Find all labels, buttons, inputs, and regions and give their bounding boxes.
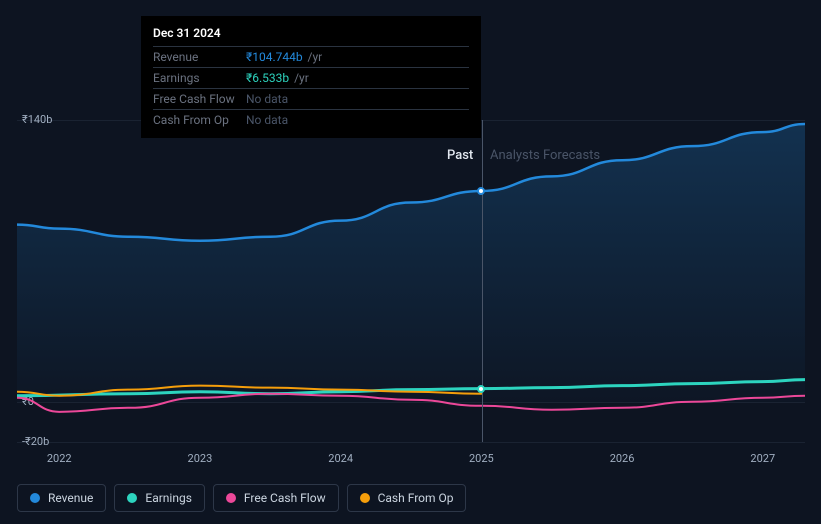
tooltip-row: Free Cash FlowNo data <box>153 88 469 109</box>
x-axis-label: 2025 <box>469 452 494 465</box>
past-forecast-divider <box>482 120 483 442</box>
tooltip-key: Revenue <box>153 50 246 64</box>
legend-swatch <box>360 493 370 503</box>
tooltip-key: Earnings <box>153 71 246 85</box>
tooltip-value: No data <box>246 113 288 127</box>
tooltip-value: ₹104.744b /yr <box>246 50 322 64</box>
legend-item-earnings[interactable]: Earnings <box>114 484 205 512</box>
y-gridline <box>17 442 805 443</box>
forecast-label: Analysts Forecasts <box>490 148 600 163</box>
x-axis-label: 2027 <box>750 452 775 465</box>
legend-swatch <box>127 493 137 503</box>
chart-legend: Revenue Earnings Free Cash Flow Cash From O… <box>17 484 466 512</box>
chart-marker <box>477 187 485 195</box>
legend-item-revenue[interactable]: Revenue <box>17 484 106 512</box>
legend-swatch <box>226 493 236 503</box>
tooltip-value: ₹6.533b /yr <box>246 71 309 85</box>
chart-plot <box>17 120 805 442</box>
tooltip-row: Earnings₹6.533b /yr <box>153 67 469 88</box>
x-axis-label: 2023 <box>188 452 213 465</box>
legend-label: Free Cash Flow <box>244 491 326 505</box>
past-label: Past <box>447 148 473 163</box>
tooltip-key: Cash From Op <box>153 113 246 127</box>
legend-swatch <box>30 493 40 503</box>
tooltip-row: Cash From OpNo data <box>153 109 469 130</box>
legend-item-fcf[interactable]: Free Cash Flow <box>213 484 339 512</box>
chart-marker <box>477 385 485 393</box>
chart-tooltip: Dec 31 2024 Revenue₹104.744b /yrEarnings… <box>141 16 481 138</box>
tooltip-row: Revenue₹104.744b /yr <box>153 46 469 67</box>
x-axis-label: 2026 <box>610 452 635 465</box>
legend-label: Cash From Op <box>378 491 454 505</box>
legend-label: Revenue <box>48 491 93 505</box>
x-axis-label: 2022 <box>47 452 72 465</box>
tooltip-value: No data <box>246 92 288 106</box>
legend-item-cfo[interactable]: Cash From Op <box>347 484 467 512</box>
legend-label: Earnings <box>145 491 192 505</box>
x-axis-label: 2024 <box>328 452 353 465</box>
tooltip-date: Dec 31 2024 <box>153 26 469 40</box>
tooltip-key: Free Cash Flow <box>153 92 246 106</box>
